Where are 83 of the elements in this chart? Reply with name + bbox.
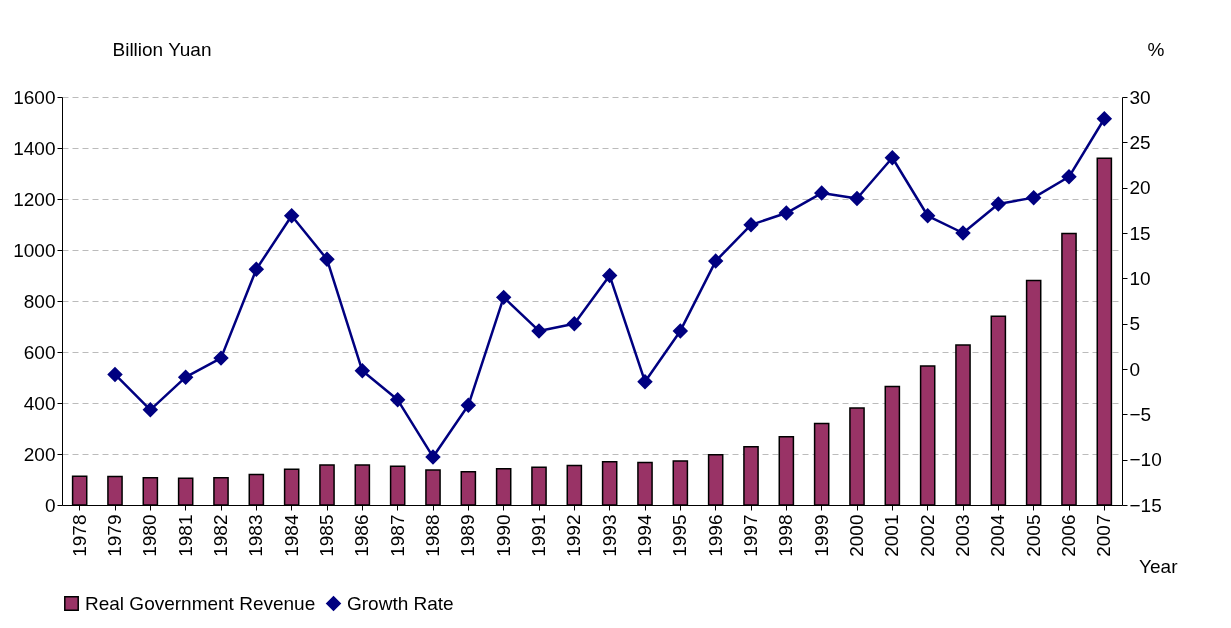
y-tick-label: 400 [23,392,56,414]
y2-tick-label: −5 [1129,403,1152,425]
point [637,374,653,390]
x-tick-label: 1983 [245,514,267,557]
point [107,367,123,382]
x-tick-label: 1986 [351,514,373,557]
x-tick-label: 1998 [775,514,797,557]
y2-tick-label: −15 [1129,494,1162,516]
point [425,449,441,465]
x-tick-label: 2007 [1093,514,1115,557]
point [567,316,582,331]
x-axis-title: Year [1139,555,1179,577]
x-tick-label: 1981 [174,514,196,557]
x-tick-label: 1997 [740,514,761,557]
x-tick-label: 2000 [846,514,867,557]
x-tick-label: 2004 [987,514,1009,557]
y-tick-label: 1400 [13,137,56,159]
x-tick-label: 1979 [104,514,125,557]
y-tick-label: 1600 [13,86,56,108]
x-tick-label: 1980 [139,514,161,557]
point [249,261,264,277]
point [1097,111,1112,127]
point [178,369,193,385]
y2-axis-title: % [1147,38,1165,60]
y2-tick-label: 15 [1129,222,1151,244]
x-tick-label: 1991 [528,514,549,557]
y-tick-label: 200 [23,443,56,465]
x-tick-label: 1996 [704,514,726,557]
point [1061,169,1077,185]
point [885,150,900,166]
y-axis-title: Billion Yuan [112,38,212,60]
x-tick-label: 1990 [492,514,514,557]
point [920,208,935,224]
point [849,191,865,206]
x-tick-label: 2003 [952,514,973,557]
point [319,251,335,267]
y-tick-label: 800 [23,290,56,312]
x-tick-label: 2002 [916,514,938,557]
x-tick-label: 1993 [598,514,620,557]
y-tick-label: 0 [44,494,56,516]
x-tick-label: 2006 [1058,514,1079,557]
x-tick-label: 1999 [810,514,832,557]
x-tick-label: 1978 [68,514,90,557]
x-tick-label: 1994 [634,514,655,557]
point [213,350,229,366]
point [1026,190,1041,205]
point [955,225,971,241]
y2-tick-label: 0 [1129,358,1141,380]
x-tick-label: 2001 [881,514,903,557]
y-tick-label: 1200 [13,188,56,210]
x-tick-label: 1992 [563,514,585,557]
x-tick-label: 1984 [280,514,302,557]
y2-tick-label: 25 [1129,131,1151,153]
y-tick-label: 1000 [13,239,56,261]
point [814,185,829,201]
point [602,268,617,283]
point [708,253,723,269]
point [743,217,759,233]
point [355,363,370,379]
point [284,208,299,224]
point [496,290,511,305]
point [461,397,476,413]
legend-label: Real Government Revenue [85,592,316,614]
x-tick-label: 1988 [422,514,443,557]
x-tick-label: 1987 [386,514,408,557]
y2-tick-label: −10 [1129,449,1162,471]
legend-label: Growth Rate [347,592,454,614]
x-tick-label: 1982 [210,514,231,557]
point [991,196,1006,212]
y-tick-label: 600 [23,341,56,363]
x-tick-label: 2005 [1022,514,1044,557]
point [779,205,794,221]
point [673,323,688,339]
x-tick-label: 1989 [457,514,479,557]
point [390,392,405,408]
y2-tick-label: 20 [1129,177,1151,199]
y2-tick-label: 30 [1129,86,1151,108]
y2-tick-label: 10 [1129,267,1151,289]
y2-tick-label: 5 [1129,313,1141,335]
x-tick-label: 1995 [669,514,691,557]
point [531,323,547,339]
point [143,402,158,418]
x-tick-label: 1985 [316,514,337,557]
